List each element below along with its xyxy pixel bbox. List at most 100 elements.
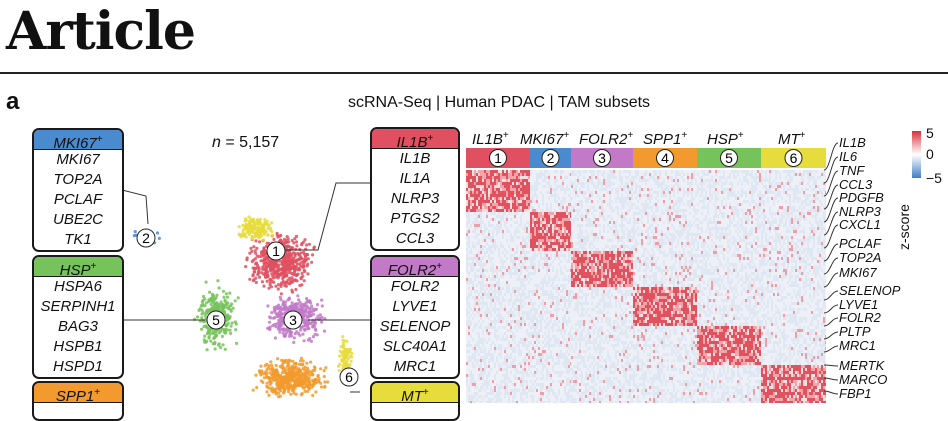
- heatmap-cell: [494, 230, 496, 233]
- heatmap-cell: [486, 230, 488, 233]
- heatmap-cell: [522, 257, 524, 260]
- heatmap-cell: [488, 371, 490, 374]
- heatmap-cell: [480, 311, 482, 314]
- heatmap-cell: [510, 272, 512, 275]
- heatmap-cell: [488, 395, 490, 398]
- heatmap-cell: [478, 374, 480, 377]
- heatmap-cell: [516, 281, 518, 284]
- heatmap-cell: [514, 179, 516, 182]
- heatmap-cell: [500, 215, 502, 218]
- heatmap-cell: [544, 215, 546, 218]
- umap-point: [296, 273, 299, 276]
- heatmap-cell: [492, 293, 494, 296]
- heatmap-cell: [470, 335, 472, 338]
- umap-point: [295, 240, 298, 243]
- umap-point: [293, 237, 296, 240]
- heatmap-cell: [526, 371, 528, 374]
- heatmap-cell: [502, 296, 504, 299]
- heatmap-cell: [534, 224, 536, 227]
- heatmap-cell: [514, 188, 516, 191]
- heatmap-cell: [502, 218, 504, 221]
- heatmap-cell: [504, 257, 506, 260]
- heatmap-cell: [506, 299, 508, 302]
- heatmap-cell: [482, 275, 484, 278]
- heatmap-cell: [478, 314, 480, 317]
- heatmap-cell: [510, 362, 512, 365]
- heatmap-cell: [524, 302, 526, 305]
- umap-point: [248, 252, 251, 255]
- heatmap-cell: [480, 332, 482, 335]
- heatmap-cell: [472, 203, 474, 206]
- heatmap-cell: [496, 296, 498, 299]
- heatmap-cell: [496, 320, 498, 323]
- heatmap-cell: [472, 275, 474, 278]
- heatmap-cell: [518, 191, 520, 194]
- heatmap-cell: [484, 176, 486, 179]
- heatmap-cell: [502, 203, 504, 206]
- heatmap-cell: [528, 245, 530, 248]
- heatmap-cell: [474, 368, 476, 371]
- heatmap-cell: [506, 203, 508, 206]
- heatmap-cell: [498, 329, 500, 332]
- heatmap-cell: [476, 224, 478, 227]
- heatmap-cell: [476, 218, 478, 221]
- heatmap-cell: [528, 239, 530, 242]
- heatmap-cell: [498, 278, 500, 281]
- heatmap-cell: [496, 383, 498, 386]
- heatmap-cell: [546, 185, 548, 188]
- heatmap-cell: [518, 242, 520, 245]
- heatmap-cell: [524, 317, 526, 320]
- heatmap-cell: [476, 383, 478, 386]
- heatmap-cell: [512, 245, 514, 248]
- heatmap-cell: [516, 224, 518, 227]
- heatmap-cell: [504, 197, 506, 200]
- heatmap-cell: [468, 239, 470, 242]
- heatmap-cell: [478, 191, 480, 194]
- heatmap-cell: [472, 185, 474, 188]
- heatmap-cell: [492, 230, 494, 233]
- heatmap-cell: [532, 188, 534, 191]
- heatmap-cell: [490, 341, 492, 344]
- heatmap-cell: [468, 344, 470, 347]
- heatmap-cell: [496, 392, 498, 395]
- heatmap-cell: [474, 338, 476, 341]
- umap-point: [292, 257, 295, 260]
- heatmap-cell: [518, 209, 520, 212]
- heatmap-cell: [518, 380, 520, 383]
- heatmap-cell: [510, 359, 512, 362]
- heatmap-cell: [522, 242, 524, 245]
- umap-point: [206, 326, 209, 329]
- heatmap-cell: [496, 188, 498, 191]
- heatmap-cell: [488, 260, 490, 263]
- heatmap-cell: [472, 248, 474, 251]
- heatmap-cell: [514, 263, 516, 266]
- heatmap-cell: [480, 242, 482, 245]
- gene-label: PTGS2: [372, 209, 458, 229]
- heatmap-cell: [544, 203, 546, 206]
- heatmap-cell: [506, 341, 508, 344]
- heatmap-cell: [568, 200, 570, 203]
- heatmap-cell: [468, 338, 470, 341]
- heatmap-cell: [520, 305, 522, 308]
- heatmap-cell: [468, 335, 470, 338]
- heatmap-cell: [466, 284, 468, 287]
- umap-point: [234, 299, 237, 302]
- umap-point: [295, 244, 298, 247]
- heatmap-cell: [508, 320, 510, 323]
- heatmap-cell: [524, 278, 526, 281]
- heatmap-cell: [474, 272, 476, 275]
- gene-label: SLC40A1: [372, 337, 458, 357]
- heatmap-cell: [556, 215, 558, 218]
- heatmap-cell: [466, 281, 468, 284]
- heatmap-cell: [520, 245, 522, 248]
- umap-point: [269, 383, 272, 386]
- heatmap-cell: [512, 173, 514, 176]
- heatmap-cell: [514, 290, 516, 293]
- heatmap-cell: [496, 377, 498, 380]
- heatmap-cell: [482, 191, 484, 194]
- umap-point: [291, 307, 294, 310]
- heatmap-cell: [512, 275, 514, 278]
- heatmap-cell: [528, 314, 530, 317]
- heatmap-cell: [468, 242, 470, 245]
- heatmap-cell: [526, 176, 528, 179]
